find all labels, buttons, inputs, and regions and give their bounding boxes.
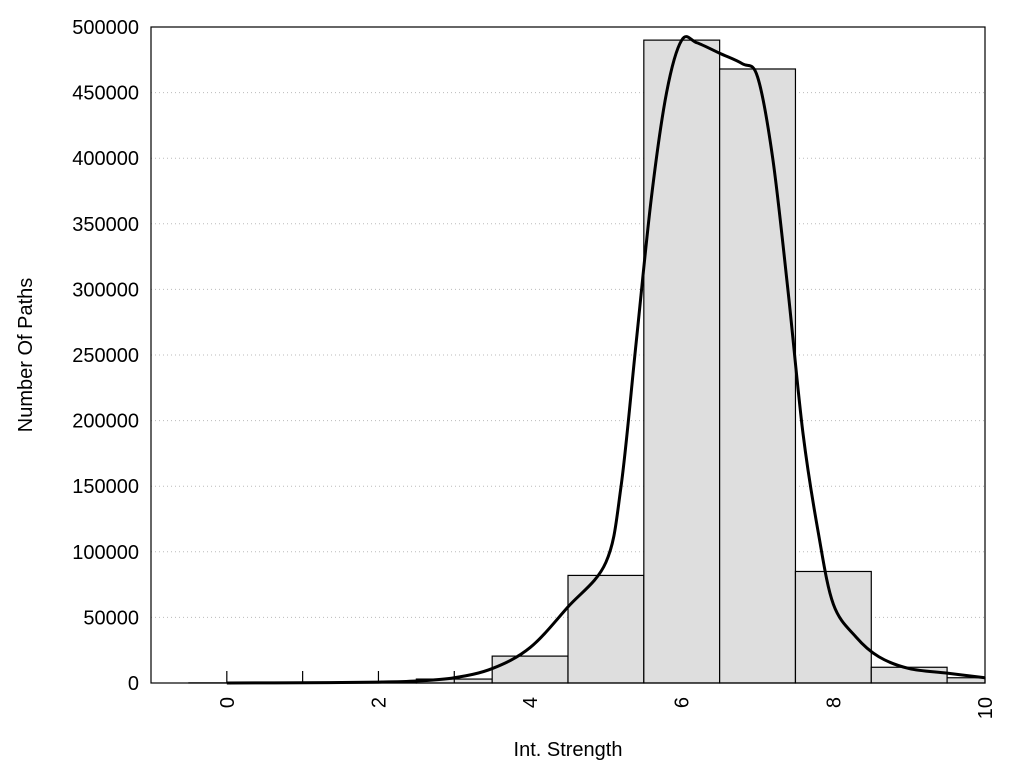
x-tick-label: 6: [672, 697, 694, 708]
bar: [568, 575, 644, 683]
gridlines: [151, 93, 985, 618]
bar: [492, 656, 568, 683]
x-tick-label: 0: [217, 697, 239, 708]
y-tick-label: 450000: [72, 83, 139, 105]
y-axis-label: Number Of Paths: [15, 278, 37, 433]
y-tick-label: 500000: [72, 17, 139, 39]
y-tick-label: 200000: [72, 411, 139, 433]
y-axis: 0 50000 100000 150000 200000 250000 300000 3500…: [72, 17, 139, 695]
bar: [720, 69, 796, 683]
x-tick-label: 10: [975, 697, 997, 719]
y-tick-label: 50000: [83, 607, 139, 629]
y-tick-label: 300000: [72, 279, 139, 301]
y-tick-label: 100000: [72, 542, 139, 564]
bar: [644, 40, 720, 683]
y-tick-label: 250000: [72, 345, 139, 367]
y-tick-label: 0: [128, 673, 139, 695]
y-tick-label: 150000: [72, 476, 139, 498]
y-tick-label: 400000: [72, 148, 139, 170]
y-tick-label: 350000: [72, 214, 139, 236]
x-axis-label: Int. Strength: [514, 739, 623, 761]
bar: [795, 571, 871, 683]
x-tick-label: 8: [823, 697, 845, 708]
x-tick-label: 4: [520, 697, 542, 708]
x-tick-label: 2: [368, 697, 390, 708]
